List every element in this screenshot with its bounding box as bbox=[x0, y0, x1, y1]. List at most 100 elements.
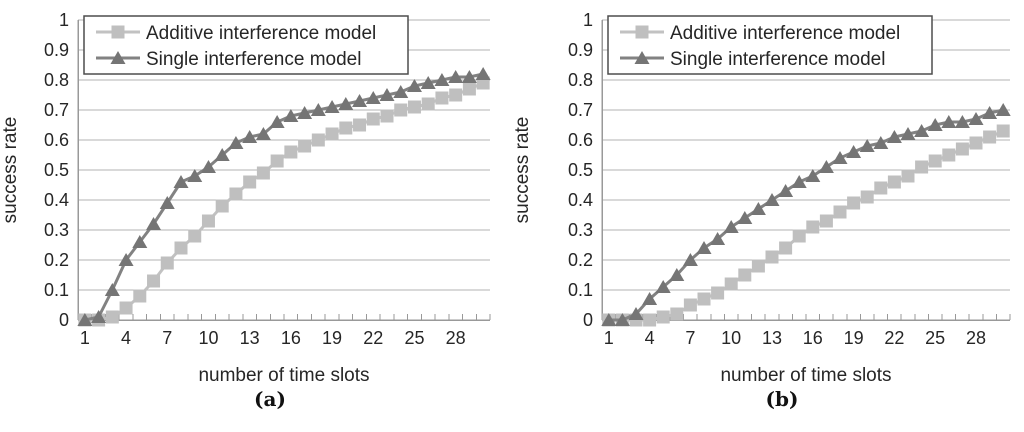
triangle-marker bbox=[968, 112, 984, 125]
square-marker bbox=[243, 175, 257, 189]
triangle-marker bbox=[118, 253, 134, 266]
triangle-marker bbox=[393, 85, 409, 98]
square-marker bbox=[915, 160, 929, 174]
square-marker bbox=[928, 154, 942, 168]
legend-item: Additive interference model bbox=[96, 23, 376, 44]
triangle-marker bbox=[601, 313, 617, 326]
y-tick-label: 0.1 bbox=[568, 280, 593, 300]
y-tick-label: 0.4 bbox=[568, 190, 593, 210]
triangle-marker bbox=[764, 193, 780, 206]
square-marker bbox=[394, 103, 408, 117]
y-axis-title: success rate bbox=[0, 117, 21, 224]
square-marker bbox=[188, 229, 202, 243]
triangle-marker bbox=[200, 160, 216, 173]
y-tick-label: 0.6 bbox=[44, 130, 69, 150]
x-tick-label: 4 bbox=[645, 328, 655, 348]
y-tick-label: 0.8 bbox=[568, 70, 593, 90]
series-additive bbox=[78, 76, 490, 327]
square-marker bbox=[887, 175, 901, 189]
chart-a: 0 0.1 0.2 0.3 0.4 0.5 0.6 0.7 0.8 0.9 1 1 4 7 10 13 16 19… bbox=[0, 10, 491, 411]
square-marker bbox=[670, 307, 684, 321]
square-marker bbox=[697, 292, 711, 306]
square-marker bbox=[133, 289, 147, 303]
y-tick-label: 1 bbox=[59, 10, 69, 30]
y-tick-label: 0.2 bbox=[568, 250, 593, 270]
square-marker bbox=[996, 124, 1010, 138]
legend-label: Single interference model bbox=[146, 49, 361, 70]
y-tick-label: 0.1 bbox=[44, 280, 69, 300]
square-marker bbox=[311, 133, 325, 147]
x-tick-label: 13 bbox=[240, 328, 260, 348]
square-marker bbox=[284, 145, 298, 159]
triangle-marker bbox=[614, 313, 630, 326]
legend-label: Additive interference model bbox=[146, 23, 376, 44]
x-axis-title: number of time slots bbox=[198, 365, 369, 385]
chart-a-canvas: 0 0.1 0.2 0.3 0.4 0.5 0.6 0.7 0.8 0.9 1 1 4 7 10 13 16 19… bbox=[0, 10, 491, 385]
triangle-marker bbox=[846, 145, 862, 158]
chart-a-caption: (a) bbox=[254, 387, 286, 411]
legend-square-marker bbox=[111, 25, 125, 39]
triangle-marker bbox=[338, 97, 354, 110]
triangle-marker bbox=[995, 103, 1011, 116]
triangle-marker bbox=[628, 307, 644, 320]
triangle-marker bbox=[954, 115, 970, 128]
square-marker bbox=[407, 100, 421, 114]
square-marker bbox=[270, 154, 284, 168]
square-marker bbox=[298, 139, 312, 153]
y-tick-label: 0.3 bbox=[44, 220, 69, 240]
y-tick-label: 0.8 bbox=[44, 70, 69, 90]
triangle-marker bbox=[941, 115, 957, 128]
legend: Additive interference model Single interf… bbox=[607, 15, 933, 75]
triangle-marker bbox=[832, 151, 848, 164]
triangle-marker bbox=[242, 130, 258, 143]
triangle-marker bbox=[859, 139, 875, 152]
square-marker bbox=[160, 256, 174, 270]
y-tick-label: 0.7 bbox=[568, 100, 593, 120]
y-tick-label: 0.4 bbox=[44, 190, 69, 210]
square-marker bbox=[643, 313, 657, 327]
y-tick-label: 0.5 bbox=[568, 160, 593, 180]
triangle-marker bbox=[448, 70, 464, 83]
series-single bbox=[601, 103, 1011, 326]
y-tick-label: 0.9 bbox=[44, 40, 69, 60]
square-marker bbox=[792, 229, 806, 243]
x-tick-label: 19 bbox=[844, 328, 864, 348]
chart-b-canvas: 0 0.1 0.2 0.3 0.4 0.5 0.6 0.7 0.8 0.9 1 1 4 7 10 13 16 19… bbox=[512, 10, 1011, 385]
triangle-marker bbox=[914, 124, 930, 137]
square-marker bbox=[724, 277, 738, 291]
square-marker bbox=[435, 91, 449, 105]
square-marker bbox=[656, 310, 670, 324]
triangle-marker bbox=[379, 88, 395, 101]
triangle-marker bbox=[927, 118, 943, 131]
x-tick-label: 7 bbox=[685, 328, 695, 348]
square-marker bbox=[229, 187, 243, 201]
triangle-marker bbox=[283, 109, 299, 122]
square-marker bbox=[449, 88, 463, 102]
triangle-marker bbox=[982, 106, 998, 119]
triangle-marker bbox=[475, 67, 491, 80]
triangle-marker bbox=[146, 217, 162, 230]
square-marker bbox=[860, 190, 874, 204]
axes bbox=[601, 20, 1011, 321]
legend-box bbox=[83, 15, 409, 75]
triangle-marker bbox=[310, 103, 326, 116]
triangle-marker bbox=[173, 175, 189, 188]
x-tick-label: 25 bbox=[404, 328, 424, 348]
legend-item: Additive interference model bbox=[620, 23, 900, 44]
triangle-marker bbox=[324, 100, 340, 113]
x-tick-label: 22 bbox=[884, 328, 904, 348]
y-tick-label: 0.9 bbox=[568, 40, 593, 60]
triangle-marker bbox=[669, 268, 685, 281]
triangle-marker bbox=[778, 184, 794, 197]
x-tick-label: 7 bbox=[162, 328, 172, 348]
series-line bbox=[83, 72, 485, 322]
triangle-marker bbox=[406, 79, 422, 92]
chart-b: 0 0.1 0.2 0.3 0.4 0.5 0.6 0.7 0.8 0.9 1 1 4 7 10 13 16 19… bbox=[512, 0, 1024, 432]
x-tick-label: 1 bbox=[80, 328, 90, 348]
square-marker bbox=[711, 286, 725, 300]
triangle-marker bbox=[77, 313, 93, 326]
x-tick-label: 25 bbox=[925, 328, 945, 348]
x-tick-label: 19 bbox=[322, 328, 342, 348]
triangle-marker bbox=[255, 127, 271, 140]
y-tick-label: 1 bbox=[583, 10, 593, 30]
